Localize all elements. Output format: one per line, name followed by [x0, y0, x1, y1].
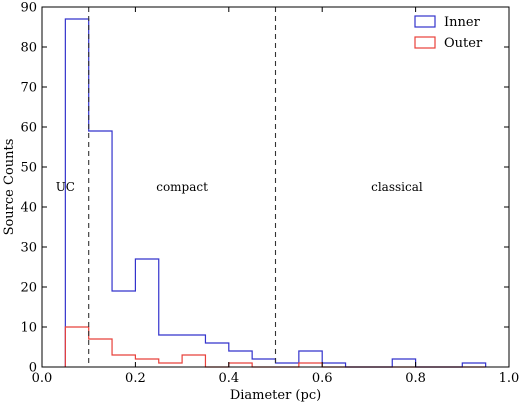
- y-tick-label: 50: [20, 161, 37, 176]
- legend: Inner Outer: [414, 15, 483, 51]
- region-label-classical: classical: [371, 180, 423, 194]
- y-axis-label: Source Counts: [2, 139, 17, 236]
- bin-outer-1: [89, 339, 112, 367]
- bin-outer-5: [182, 355, 205, 367]
- x-tick-label: 0.8: [405, 371, 426, 386]
- legend-label-outer: Outer: [444, 36, 483, 51]
- y-tick-label: 20: [20, 281, 37, 296]
- axis-ticks: 0.0 0.2 0.4 0.6 0.8 1.0 0 10 20 30 40 50 60 70 80 90: [20, 1, 519, 387]
- bin-inner-10: [299, 351, 322, 367]
- bin-inner-5: [182, 335, 205, 367]
- y-tick-label: 70: [20, 81, 37, 96]
- bin-inner-6: [205, 343, 228, 367]
- axes-frame: [41, 6, 510, 368]
- region-label-uc: UC: [56, 180, 75, 194]
- x-tick-label: 1.0: [499, 371, 520, 386]
- legend-label-inner: Inner: [444, 15, 481, 30]
- bin-inner-8: [252, 359, 275, 367]
- legend-swatch-inner: [414, 15, 436, 28]
- bin-outer-3: [135, 359, 158, 367]
- x-tick-label: 0.4: [218, 371, 239, 386]
- x-tick-label: 0.6: [312, 371, 333, 386]
- bin-outer-2: [112, 355, 135, 367]
- x-axis-label: Diameter (pc): [230, 388, 321, 403]
- bin-inner-1: [89, 131, 112, 367]
- y-tick-label: 80: [20, 41, 37, 56]
- y-tick-label: 90: [20, 1, 37, 16]
- y-tick-label: 30: [20, 241, 37, 256]
- x-tick-label: 0.0: [32, 371, 53, 386]
- y-tick-label: 0: [29, 361, 37, 376]
- bin-outer-0: [65, 327, 88, 367]
- bin-inner-7: [229, 351, 252, 367]
- region-label-compact: compact: [156, 180, 208, 194]
- bin-inner-3: [135, 259, 158, 367]
- region-labels: UC compact classical: [56, 180, 423, 194]
- x-tick-label: 0.2: [125, 371, 146, 386]
- bin-inner-14: [392, 359, 415, 367]
- y-tick-label: 60: [20, 121, 37, 136]
- legend-swatch-outer: [414, 36, 436, 49]
- bin-inner-4: [159, 335, 182, 367]
- y-tick-label: 10: [20, 321, 37, 336]
- y-tick-label: 40: [20, 201, 37, 216]
